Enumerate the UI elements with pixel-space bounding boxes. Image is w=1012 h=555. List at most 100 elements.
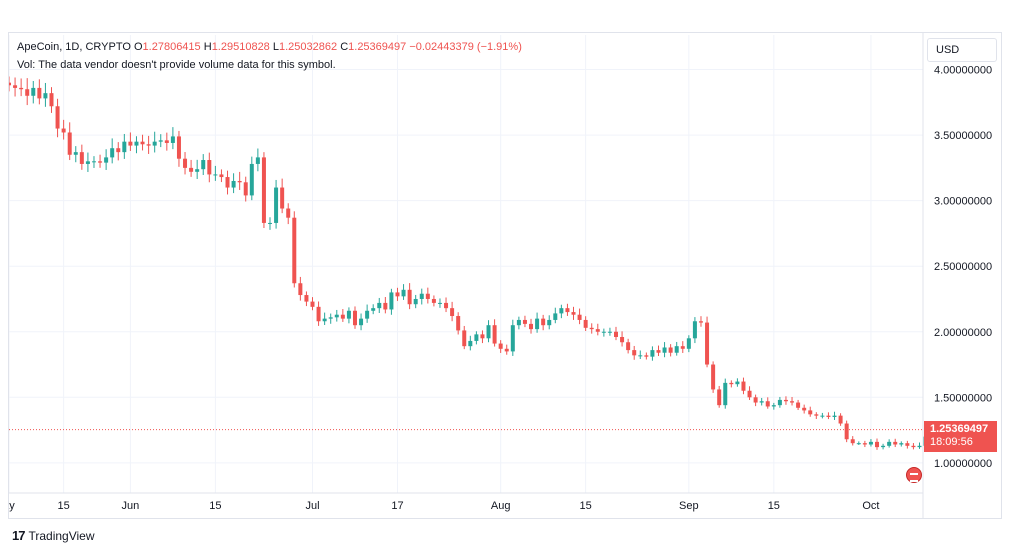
x-tick-label: Jun [122,500,140,512]
candle-body [298,283,303,296]
candle-body [650,350,655,357]
candle-body [310,301,315,307]
candle-body [553,313,558,320]
candle-body [899,443,904,445]
candle-body [844,423,849,440]
candle-body [698,321,703,323]
candle-body [723,382,728,406]
candle-body [498,343,503,349]
x-tick-label: 17 [391,500,403,512]
candle-body [868,441,873,445]
x-tick-label: 15 [768,500,780,512]
candle-body [140,141,145,145]
candle-body [37,87,42,99]
candle-body [717,389,722,406]
candle-body [413,298,418,305]
tradingview-brand[interactable]: 17 TradingView [12,528,95,543]
x-tick-label: Aug [491,500,511,512]
candle-body [237,180,242,183]
candle-body [43,93,48,99]
candle-body [547,319,552,326]
candle-body [462,330,467,347]
candle-body [753,397,758,403]
candle-body [522,319,527,324]
candlestick-chart[interactable]: 4.00000000 3.50000000 3.00000000 2.50000000… [9,33,1001,518]
candle-body [668,347,673,353]
candle-body [401,289,406,297]
candle-body [183,158,188,168]
candle-body [104,157,109,163]
candle-body [680,346,685,349]
candle-body [607,331,612,333]
candle-body [152,141,157,146]
candle-body [802,407,807,411]
candle-body [468,340,473,347]
candle-body [850,439,855,444]
x-tick-label: 15 [580,500,592,512]
candle-body [656,350,661,353]
candle-body [565,308,570,313]
candle-body [425,293,430,299]
candle-body [98,161,103,163]
candle-body [771,405,776,407]
close-label: C [340,41,349,53]
candle-body [577,314,582,320]
candle-body [474,334,479,341]
y-tick-label: 2.00000000 [934,327,992,339]
candle-body [79,152,84,164]
currency-button[interactable]: USD [927,38,997,62]
candle-body [741,381,746,391]
candle-body [13,85,18,88]
candle-body [146,144,151,146]
candle-body [759,401,764,403]
candle-body [170,136,175,143]
bar-countdown: 18:09:56 [930,436,973,448]
candle-body [808,410,813,415]
x-tick-label: Oct [862,500,879,512]
candle-body [225,177,230,188]
candle-body [838,415,843,424]
y-tick-label: 1.50000000 [934,392,992,404]
low-value: 1.25032862 [279,41,338,53]
candle-body [456,316,461,331]
candle-body [268,222,273,224]
candle-body [875,441,880,448]
candle-body [644,355,649,357]
candle-body [705,322,710,365]
candle-body [176,136,181,159]
candle-body [444,302,449,309]
candle-body [116,148,121,153]
y-tick-label: 3.00000000 [934,196,992,208]
ohlc-legend: ApeCoin, 1D, CRYPTO O1.27806415 H1.29510… [17,41,522,53]
candle-body [535,318,540,330]
candle-body [274,187,279,223]
candle-body [128,141,133,146]
candle-body [249,163,254,196]
candle-body [826,415,831,417]
candle-body [201,160,206,170]
close-value: 1.25369497 [348,41,407,53]
candle-body [777,399,782,406]
chart-frame[interactable]: 4.00000000 3.50000000 3.00000000 2.50000000… [8,32,1002,519]
candle-body [486,325,491,339]
candle-body [359,318,364,326]
candle-body [437,302,442,304]
candle-body [122,141,127,153]
candle-body [790,401,795,403]
candle-body [626,342,631,351]
candle-body [407,289,412,305]
candle-body [73,152,78,155]
candle-body [304,295,309,302]
candle-body [286,208,291,218]
candle-body [595,329,600,332]
candle-body [243,182,248,196]
candle-body [862,443,867,445]
candle-body [371,308,376,311]
event-marker-icon[interactable] [906,467,922,483]
candle-body [261,157,266,223]
candle-body [510,325,515,352]
candle-body [55,106,60,129]
candle-body [620,336,625,343]
candle-body [529,323,534,330]
candle-body [814,414,819,416]
